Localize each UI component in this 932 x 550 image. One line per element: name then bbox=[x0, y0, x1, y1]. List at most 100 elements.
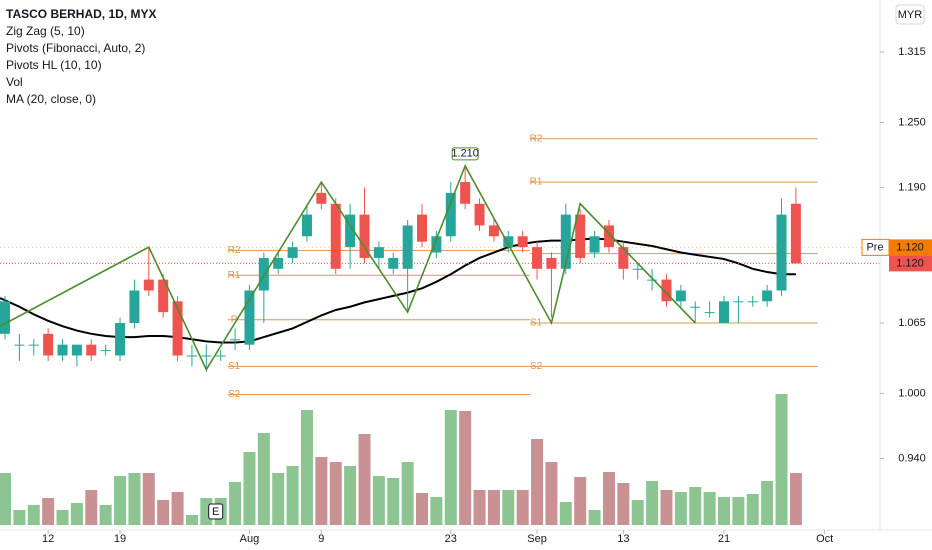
candle-body bbox=[632, 268, 643, 270]
candle-body bbox=[618, 247, 629, 269]
volume-bar bbox=[674, 492, 687, 525]
volume-bar bbox=[387, 478, 400, 525]
volume-bar bbox=[85, 490, 98, 525]
volume-bar bbox=[272, 473, 285, 525]
pivot-label: R1 bbox=[228, 270, 241, 281]
x-tick-label: 19 bbox=[114, 533, 126, 545]
zigzag-label: 1.210 bbox=[451, 148, 479, 160]
pivot-label: R2 bbox=[530, 133, 543, 144]
pre-market-name: Pre bbox=[866, 241, 883, 253]
candle-body bbox=[158, 279, 169, 313]
y-tick-label: 1.000 bbox=[898, 387, 926, 399]
zigzag-line bbox=[0, 163, 696, 372]
candle-body bbox=[43, 333, 54, 356]
candle-body bbox=[273, 257, 284, 269]
x-tick-label: Oct bbox=[816, 533, 833, 545]
volume-bar bbox=[574, 477, 587, 525]
candle-body bbox=[345, 214, 356, 248]
candle-body bbox=[100, 350, 111, 352]
candle-body bbox=[301, 214, 312, 237]
pre-market-value: 1.120 bbox=[896, 241, 924, 253]
x-tick-label: 9 bbox=[318, 533, 324, 545]
volume-bar bbox=[344, 466, 357, 525]
candle-body bbox=[129, 290, 140, 323]
y-tick-label: 1.190 bbox=[898, 181, 926, 193]
candle-body bbox=[330, 203, 341, 269]
y-tick-label: 1.315 bbox=[898, 46, 926, 58]
volume-bar bbox=[56, 510, 69, 525]
volume-bar bbox=[229, 482, 242, 525]
event-label: E bbox=[212, 506, 219, 518]
volume-bar bbox=[703, 492, 716, 525]
candle-body bbox=[201, 355, 212, 357]
last-price-badge bbox=[889, 255, 932, 272]
candle-body bbox=[560, 214, 571, 269]
candle-body bbox=[647, 279, 658, 281]
volume-bar bbox=[42, 498, 55, 525]
currency-box[interactable] bbox=[895, 4, 925, 25]
candle-body bbox=[86, 344, 97, 356]
volume-bar bbox=[444, 410, 457, 525]
candle-body bbox=[359, 214, 370, 258]
volume-bar bbox=[559, 502, 572, 525]
volume-bar bbox=[516, 490, 529, 525]
x-tick-label: 21 bbox=[718, 533, 730, 545]
x-tick-label: 23 bbox=[445, 533, 457, 545]
x-tick-label: Sep bbox=[527, 533, 547, 545]
volume-bar bbox=[487, 490, 500, 525]
candle-body bbox=[546, 257, 557, 269]
candle-body bbox=[776, 214, 787, 291]
volume-bar bbox=[473, 490, 486, 525]
candle-body bbox=[762, 290, 773, 302]
indicator-label[interactable]: Zig Zag (5, 10) bbox=[6, 24, 85, 38]
candle-body bbox=[373, 247, 384, 258]
volume-bar bbox=[689, 487, 702, 525]
indicator-label[interactable]: Vol bbox=[6, 75, 23, 89]
y-tick-label: 1.250 bbox=[898, 116, 926, 128]
pivot-label: R1 bbox=[530, 177, 543, 188]
candle-body bbox=[28, 344, 39, 346]
volume-bar bbox=[358, 434, 371, 525]
pivot-label: S1 bbox=[530, 318, 543, 329]
volume-bar bbox=[459, 411, 472, 525]
candle-body bbox=[244, 290, 255, 345]
volume-bar bbox=[257, 433, 270, 525]
indicator-label[interactable]: Pivots HL (10, 10) bbox=[6, 58, 102, 72]
volume-bar bbox=[157, 500, 170, 525]
pre-market-badge bbox=[889, 239, 932, 256]
pivot-label: S1 bbox=[228, 361, 241, 372]
candle-body bbox=[474, 203, 485, 226]
volume-bar bbox=[70, 503, 83, 525]
indicator-label[interactable]: MA (20, close, 0) bbox=[6, 92, 96, 106]
currency[interactable]: MYR bbox=[898, 9, 923, 21]
pivot-label: R2 bbox=[228, 245, 241, 256]
volume-bar bbox=[502, 490, 515, 525]
indicator-label[interactable]: Pivots (Fibonacci, Auto, 2) bbox=[6, 41, 145, 55]
candle-body bbox=[661, 279, 672, 302]
candle-body bbox=[532, 247, 543, 269]
candle-body bbox=[287, 247, 298, 258]
volume-bar bbox=[372, 476, 385, 525]
candle-body bbox=[503, 236, 514, 248]
volume-bar bbox=[99, 505, 112, 525]
candle-body bbox=[71, 344, 82, 356]
pivot-label: S2 bbox=[530, 361, 543, 372]
pivot-label: P bbox=[231, 314, 238, 325]
volume-bar bbox=[243, 452, 256, 525]
pivot-label: S2 bbox=[228, 389, 241, 400]
volume-bar bbox=[631, 500, 644, 525]
volume-bar bbox=[430, 497, 443, 525]
x-tick-label: 12 bbox=[42, 533, 54, 545]
candle-body bbox=[488, 225, 499, 237]
candle-body bbox=[690, 306, 701, 308]
candle-body bbox=[0, 301, 10, 334]
candle-body bbox=[790, 203, 801, 264]
volume-bar bbox=[646, 481, 659, 525]
zigzag-label-box bbox=[451, 147, 479, 161]
candle-body bbox=[445, 192, 456, 237]
candle-body bbox=[186, 355, 197, 357]
candle-body bbox=[417, 214, 428, 242]
volume-bar bbox=[300, 410, 313, 525]
volume-bar bbox=[732, 497, 745, 525]
